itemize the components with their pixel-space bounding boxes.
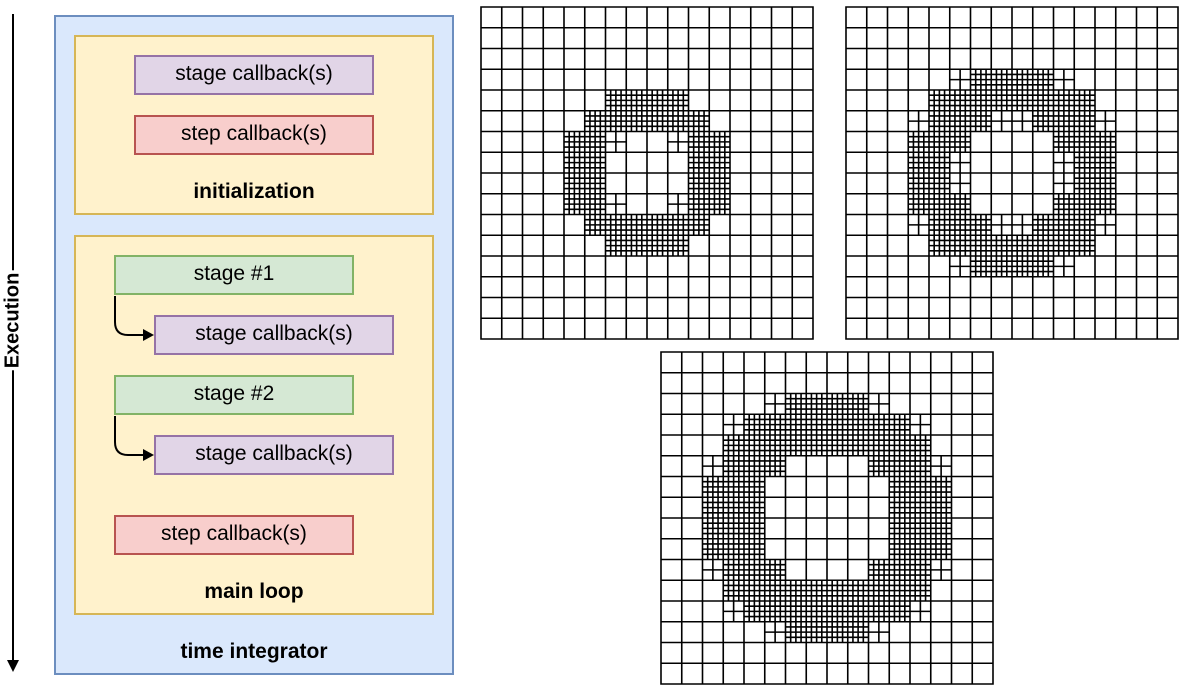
mesh-1-lines [481,7,813,339]
mesh-grid-2 [845,6,1179,340]
mesh-2-lines [846,7,1178,339]
stage-2-connector [115,416,144,455]
mesh-grid-1 [480,6,814,340]
connector-layer [0,0,460,692]
stage-1-connector-arrowhead [143,329,154,341]
stage-2-connector-arrowhead [143,449,154,461]
stage-1-connector [115,296,144,335]
mesh-3-lines [661,352,993,684]
mesh-grid-3 [660,351,994,685]
